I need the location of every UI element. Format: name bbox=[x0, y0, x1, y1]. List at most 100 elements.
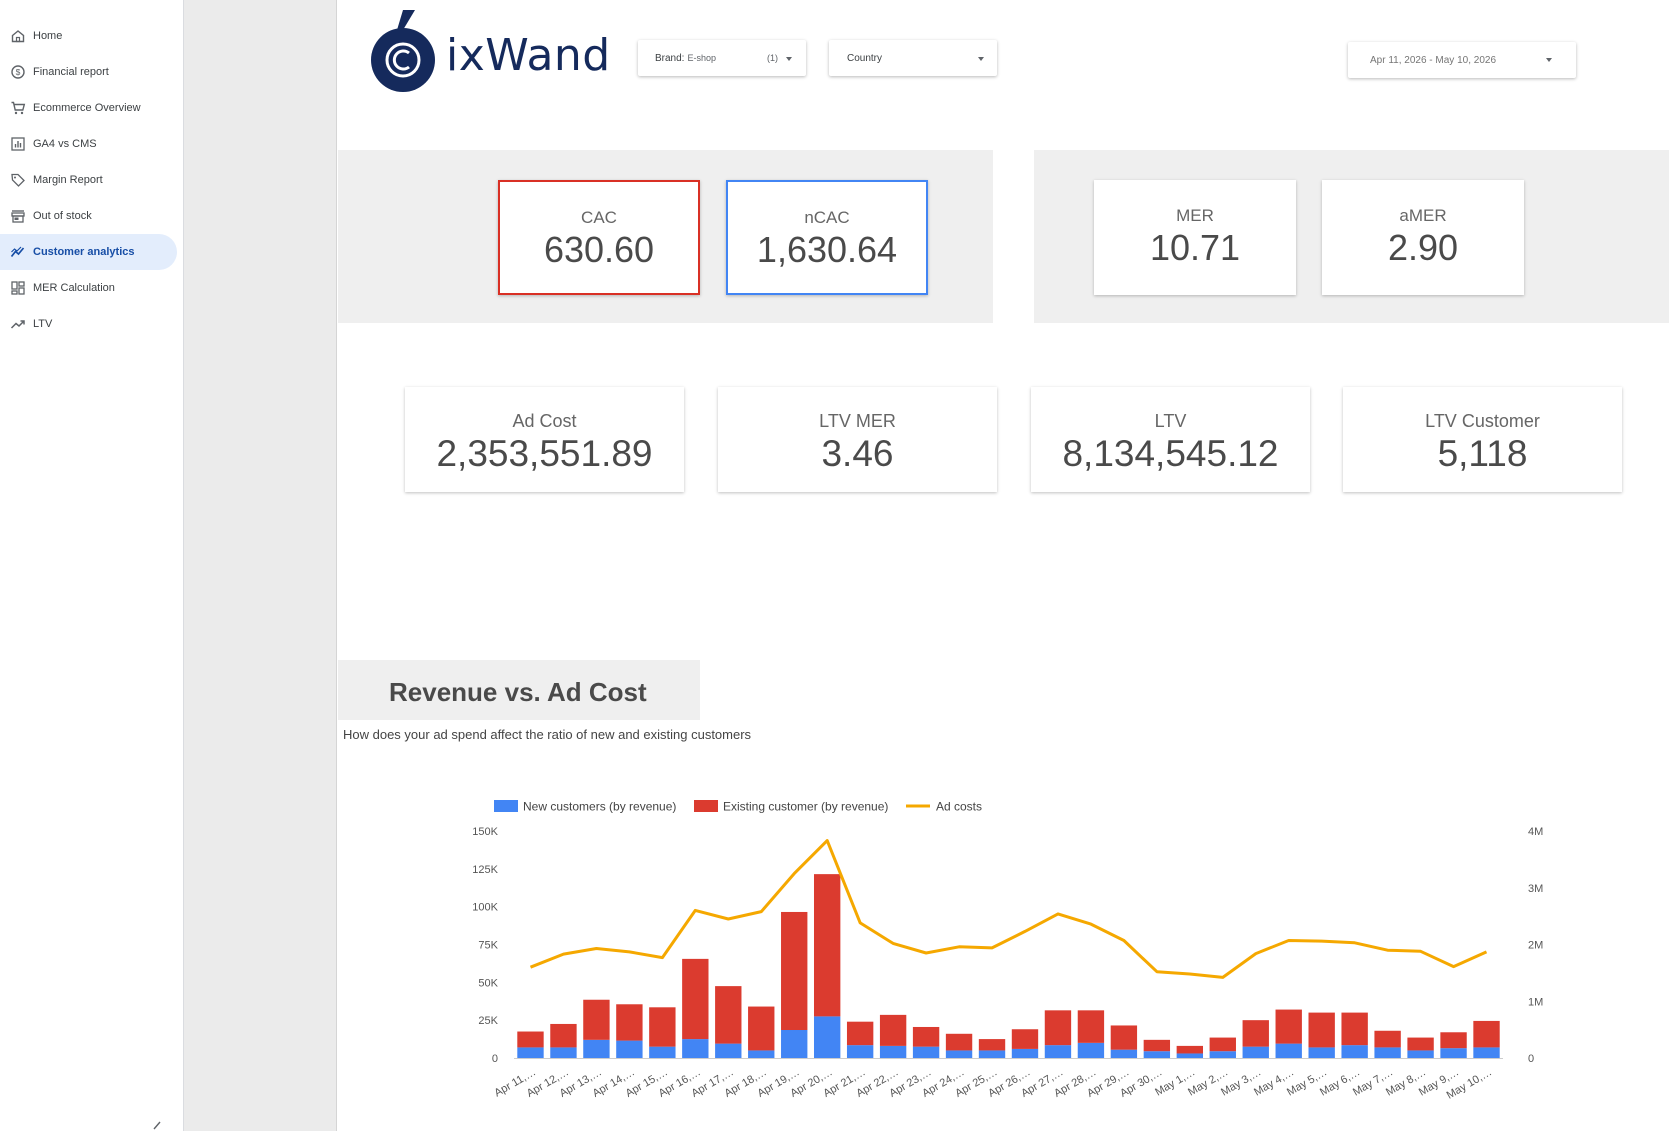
kpi-card-ltv: LTV 8,134,545.12 bbox=[1031, 387, 1310, 492]
y-axis-right-tick: 3M bbox=[1528, 883, 1543, 895]
sidebar: Home $ Financial report Ecommerce Overvi… bbox=[0, 0, 184, 1131]
bar-new-customers bbox=[517, 1047, 544, 1058]
y-axis-left-tick: 125K bbox=[472, 864, 498, 876]
kpi-label: Ad Cost bbox=[512, 411, 577, 431]
bar-existing-customers bbox=[616, 1004, 643, 1041]
logo: ixWand bbox=[371, 8, 621, 94]
bar-existing-customers bbox=[1308, 1012, 1335, 1048]
section-title-panel bbox=[338, 660, 700, 720]
bar-existing-customers bbox=[1275, 1009, 1302, 1044]
bar-new-customers bbox=[813, 1016, 841, 1058]
kpi-value: 630.60 bbox=[543, 229, 655, 270]
bar-new-customers bbox=[748, 1050, 775, 1058]
analytics-line-icon bbox=[10, 246, 25, 258]
bar-new-customers bbox=[616, 1040, 643, 1058]
sidebar-item-margin-report[interactable]: Margin Report bbox=[0, 162, 177, 198]
legend-label-existing-customers: Existing customer (by revenue) bbox=[723, 800, 888, 814]
trending-up-icon bbox=[10, 320, 25, 329]
sidebar-item-label: Customer analytics bbox=[33, 246, 135, 258]
sidebar-item-label: Ecommerce Overview bbox=[33, 102, 141, 114]
sidebar-item-out-of-stock[interactable]: Out of stock bbox=[0, 198, 177, 234]
country-filter-label: Country bbox=[847, 52, 883, 64]
bar-existing-customers bbox=[517, 1031, 544, 1048]
sidebar-item-mer-calculation[interactable]: MER Calculation bbox=[0, 270, 177, 306]
bar-existing-customers bbox=[550, 1023, 577, 1048]
bar-new-customers bbox=[1110, 1049, 1138, 1058]
bar-new-customers bbox=[1242, 1046, 1269, 1058]
bar-new-customers bbox=[912, 1046, 940, 1058]
legend-label-new-customers: New customers (by revenue) bbox=[523, 800, 676, 814]
bar-new-customers bbox=[781, 1030, 808, 1058]
bar-existing-customers bbox=[1176, 1045, 1204, 1054]
sidebar-item-label: LTV bbox=[33, 318, 53, 330]
kpi-label: MER bbox=[1176, 206, 1214, 225]
dropdown-arrow-icon bbox=[978, 57, 984, 61]
sidebar-item-home[interactable]: Home bbox=[0, 18, 177, 54]
y-axis-right-tick: 2M bbox=[1528, 940, 1543, 952]
bar-existing-customers bbox=[978, 1039, 1006, 1051]
bar-existing-customers bbox=[1374, 1030, 1401, 1048]
bar-existing-customers bbox=[1341, 1012, 1368, 1046]
bar-existing-customers bbox=[1407, 1037, 1434, 1051]
legend-swatch-new-customers bbox=[494, 800, 518, 812]
y-axis-right-tick: 1M bbox=[1528, 996, 1543, 1008]
country-filter[interactable]: Country bbox=[829, 40, 997, 76]
bar-existing-customers bbox=[1242, 1020, 1269, 1047]
bar-existing-customers bbox=[1044, 1010, 1072, 1046]
bar-new-customers bbox=[682, 1039, 709, 1058]
bar-new-customers bbox=[715, 1043, 742, 1058]
sidebar-item-label: MER Calculation bbox=[33, 282, 115, 294]
bar-new-customers bbox=[1176, 1053, 1204, 1058]
sidebar-item-ltv[interactable]: LTV bbox=[0, 306, 177, 342]
y-axis-left-tick: 150K bbox=[472, 826, 498, 838]
sidebar-item-label: Margin Report bbox=[33, 174, 103, 186]
bar-new-customers bbox=[1275, 1043, 1302, 1058]
y-axis-left-tick: 0 bbox=[492, 1053, 498, 1065]
section-subtitle: How does your ad spend affect the ratio … bbox=[343, 727, 752, 742]
sidebar-item-ga4-vs-cms[interactable]: GA4 vs CMS bbox=[0, 126, 177, 162]
legend-swatch-existing-customers bbox=[694, 800, 718, 812]
bar-new-customers bbox=[583, 1039, 610, 1058]
bar-existing-customers bbox=[1440, 1032, 1467, 1049]
brand-filter[interactable]: Brand: E-shop (1) bbox=[638, 40, 806, 76]
bar-existing-customers bbox=[1473, 1020, 1500, 1048]
bar-existing-customers bbox=[813, 874, 841, 1017]
bar-existing-customers bbox=[748, 1006, 775, 1051]
bar-existing-customers bbox=[1110, 1025, 1138, 1050]
kpi-label: nCAC bbox=[804, 208, 850, 227]
logo-mark-icon bbox=[371, 10, 435, 92]
dropdown-arrow-icon bbox=[786, 57, 792, 61]
sidebar-item-ecommerce-overview[interactable]: Ecommerce Overview bbox=[0, 90, 177, 126]
kpi-value: 5,118 bbox=[1437, 433, 1528, 474]
bar-new-customers bbox=[1077, 1042, 1105, 1058]
kpi-card-ltv-mer: LTV MER 3.46 bbox=[718, 387, 997, 492]
bar-existing-customers bbox=[1011, 1029, 1039, 1049]
brand-filter-label: Brand: bbox=[655, 52, 685, 64]
kpi-value: 8,134,545.12 bbox=[1062, 433, 1279, 474]
bar-new-customers bbox=[1308, 1047, 1335, 1058]
collapse-sidebar-icon[interactable] bbox=[150, 1118, 164, 1130]
date-range-picker[interactable]: Apr 11, 2026 - May 10, 2026 bbox=[1348, 42, 1576, 78]
kpi-value: 3.46 bbox=[821, 433, 894, 474]
bar-new-customers bbox=[649, 1046, 676, 1058]
y-axis-left-tick: 50K bbox=[478, 977, 498, 989]
bar-new-customers bbox=[1143, 1051, 1171, 1058]
bar-new-customers bbox=[879, 1045, 907, 1058]
kpi-value: 10.71 bbox=[1149, 227, 1241, 268]
canvas-gutter bbox=[184, 0, 337, 1131]
sidebar-item-customer-analytics[interactable]: Customer analytics bbox=[0, 234, 177, 270]
kpi-card-cac: CAC 630.60 bbox=[498, 180, 700, 295]
brand-filter-count: (1) bbox=[767, 53, 778, 63]
bar-existing-customers bbox=[945, 1033, 973, 1051]
cart-icon bbox=[11, 101, 26, 115]
section-title: Revenue vs. Ad Cost bbox=[389, 677, 647, 707]
dropdown-arrow-icon bbox=[1546, 58, 1552, 62]
kpi-label: CAC bbox=[581, 208, 617, 227]
tag-icon bbox=[11, 173, 25, 187]
sidebar-item-financial-report[interactable]: $ Financial report bbox=[0, 54, 177, 90]
bar-existing-customers bbox=[879, 1014, 907, 1046]
kpi-label: LTV MER bbox=[819, 411, 896, 431]
y-axis-left-tick: 25K bbox=[478, 1015, 498, 1027]
